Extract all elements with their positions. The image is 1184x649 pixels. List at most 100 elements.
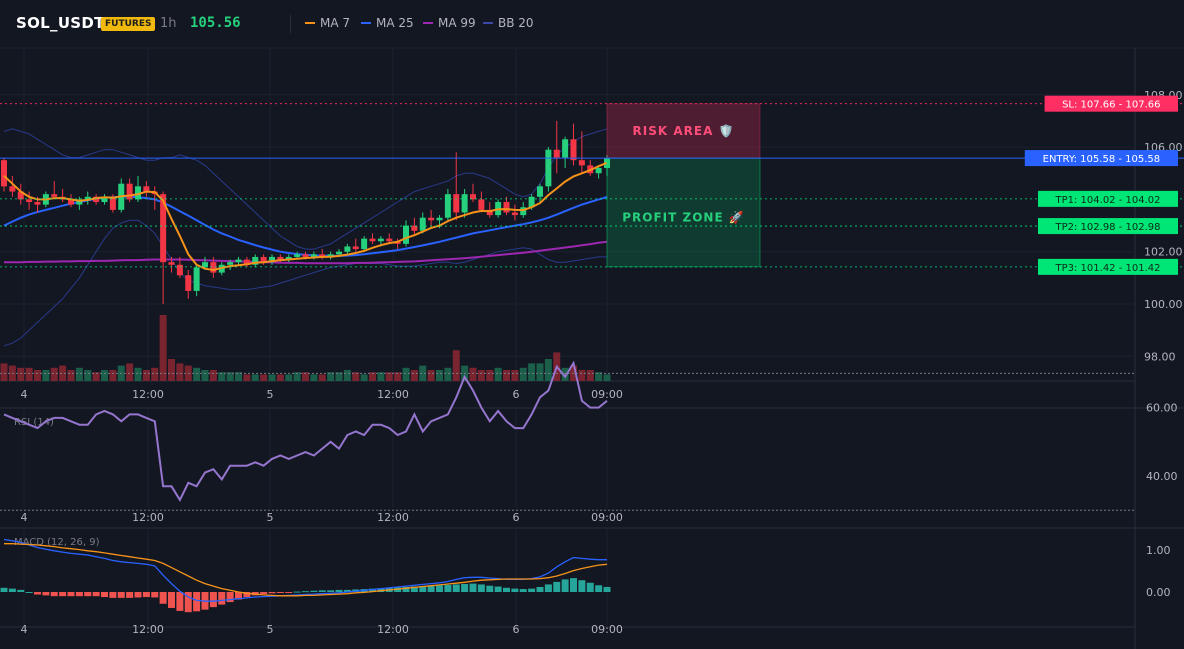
candle-body bbox=[511, 212, 518, 216]
candle-body bbox=[260, 256, 267, 263]
volume-bar bbox=[486, 370, 494, 381]
volume-bar bbox=[544, 359, 552, 381]
macd-hist-bar bbox=[586, 582, 594, 592]
level-tag-text: TP1: 104.02 - 104.02 bbox=[1055, 195, 1161, 206]
volume-bar bbox=[243, 374, 251, 381]
legend-bb20[interactable]: BB 20 bbox=[483, 16, 534, 30]
macd-hist-bar bbox=[151, 592, 159, 598]
candle-body bbox=[135, 186, 141, 200]
volume-bar bbox=[377, 372, 385, 381]
bb-upper-band bbox=[3, 128, 608, 250]
macd-hist-bar bbox=[578, 580, 586, 592]
macd-hist-bar bbox=[50, 592, 58, 597]
candle-body bbox=[26, 199, 33, 203]
macd-hist-bar bbox=[0, 587, 8, 592]
macd-hist-bar bbox=[503, 587, 510, 592]
volume-bar bbox=[402, 367, 410, 381]
macd-hist-bar bbox=[59, 592, 67, 597]
volume-bar bbox=[519, 367, 527, 381]
risk-area-label: RISK AREA 🛡️ bbox=[633, 124, 735, 138]
macd-hist-bar bbox=[92, 592, 100, 597]
candle-body bbox=[503, 202, 510, 213]
legend-ma25[interactable]: MA 25 bbox=[361, 16, 414, 30]
candle-body bbox=[336, 251, 342, 255]
macd-tick-label: 1.00 bbox=[1146, 544, 1171, 557]
macd-hist-bar bbox=[436, 585, 443, 592]
candle-body bbox=[294, 254, 301, 257]
candle-body bbox=[386, 238, 393, 242]
chart-header: SOL_USDT FUTURES 1h 105.56 MA 7 MA 25 MA… bbox=[0, 0, 1184, 48]
macd-hist-bar bbox=[603, 586, 611, 592]
rsi-tick-label: 60.00 bbox=[1146, 402, 1178, 415]
macd-hist-bar bbox=[235, 592, 242, 600]
candle-body bbox=[143, 186, 150, 192]
macd-hist-bar bbox=[486, 585, 494, 592]
macd-hist-bar bbox=[519, 589, 527, 592]
volume-bar bbox=[193, 367, 201, 381]
macd-hist-bar bbox=[335, 589, 343, 592]
volume-bar bbox=[59, 365, 67, 381]
time-tick-label: 4 bbox=[21, 623, 28, 636]
macd-hist-bar bbox=[176, 592, 184, 611]
last-price: 105.56 bbox=[190, 15, 241, 31]
macd-hist-bar bbox=[461, 584, 469, 592]
time-tick-label: 09:00 bbox=[591, 511, 623, 524]
volume-bar bbox=[536, 363, 544, 381]
macd-hist-bar bbox=[528, 588, 536, 592]
volume-bar bbox=[276, 374, 284, 381]
macd-hist-bar bbox=[544, 584, 552, 592]
volume-bar bbox=[226, 372, 234, 381]
candle-body bbox=[101, 196, 108, 203]
volume-bar bbox=[595, 372, 603, 381]
time-tick-label: 12:00 bbox=[377, 511, 409, 524]
macd-hist-bar bbox=[260, 592, 268, 595]
macd-hist-bar bbox=[17, 589, 25, 592]
legend-swatch-icon bbox=[423, 22, 433, 24]
candle-body bbox=[319, 254, 326, 257]
macd-hist-bar bbox=[419, 586, 427, 592]
candle-body bbox=[235, 259, 242, 263]
candle-body bbox=[578, 160, 585, 166]
macd-hist-bar bbox=[218, 592, 226, 605]
candle-body bbox=[310, 254, 317, 257]
macd-hist-bar bbox=[25, 592, 33, 593]
time-tick-label: 12:00 bbox=[377, 388, 409, 401]
volume-bar bbox=[410, 370, 418, 381]
macd-hist-bar bbox=[193, 592, 201, 612]
price-tick-label: 98.00 bbox=[1144, 350, 1176, 363]
candle-body bbox=[411, 225, 418, 231]
volume-bar bbox=[369, 372, 376, 381]
macd-hist-bar bbox=[101, 592, 108, 598]
rsi-title: RSI (14) bbox=[14, 417, 54, 428]
candle-body bbox=[478, 199, 485, 210]
candle-body bbox=[185, 275, 192, 291]
macd-hist-bar bbox=[268, 592, 276, 594]
candle-body bbox=[419, 217, 426, 231]
volume-bar bbox=[578, 370, 586, 381]
volume-bar bbox=[310, 374, 318, 381]
candle-body bbox=[361, 238, 368, 250]
symbol-title[interactable]: SOL_USDT bbox=[16, 14, 105, 32]
volume-bar bbox=[302, 372, 309, 381]
candle-body bbox=[570, 139, 577, 161]
timeframe-label[interactable]: 1h bbox=[160, 16, 177, 31]
macd-hist-bar bbox=[410, 586, 418, 592]
legend-ma99[interactable]: MA 99 bbox=[423, 16, 476, 30]
macd-hist-bar bbox=[134, 592, 142, 598]
candle-body bbox=[126, 183, 133, 200]
volume-bar bbox=[235, 372, 242, 381]
volume-bar bbox=[142, 370, 150, 381]
volume-bar bbox=[343, 370, 351, 381]
header-divider bbox=[290, 15, 291, 33]
candle-body bbox=[51, 194, 58, 197]
volume-bar bbox=[318, 374, 326, 381]
candle-body bbox=[9, 186, 16, 192]
candle-body bbox=[545, 149, 552, 187]
candle-body bbox=[537, 186, 543, 197]
volume-bar bbox=[209, 370, 217, 381]
time-tick-label: 6 bbox=[513, 623, 520, 636]
volume-bar bbox=[109, 370, 117, 381]
candle-body bbox=[17, 191, 24, 200]
legend-ma7[interactable]: MA 7 bbox=[305, 16, 350, 30]
